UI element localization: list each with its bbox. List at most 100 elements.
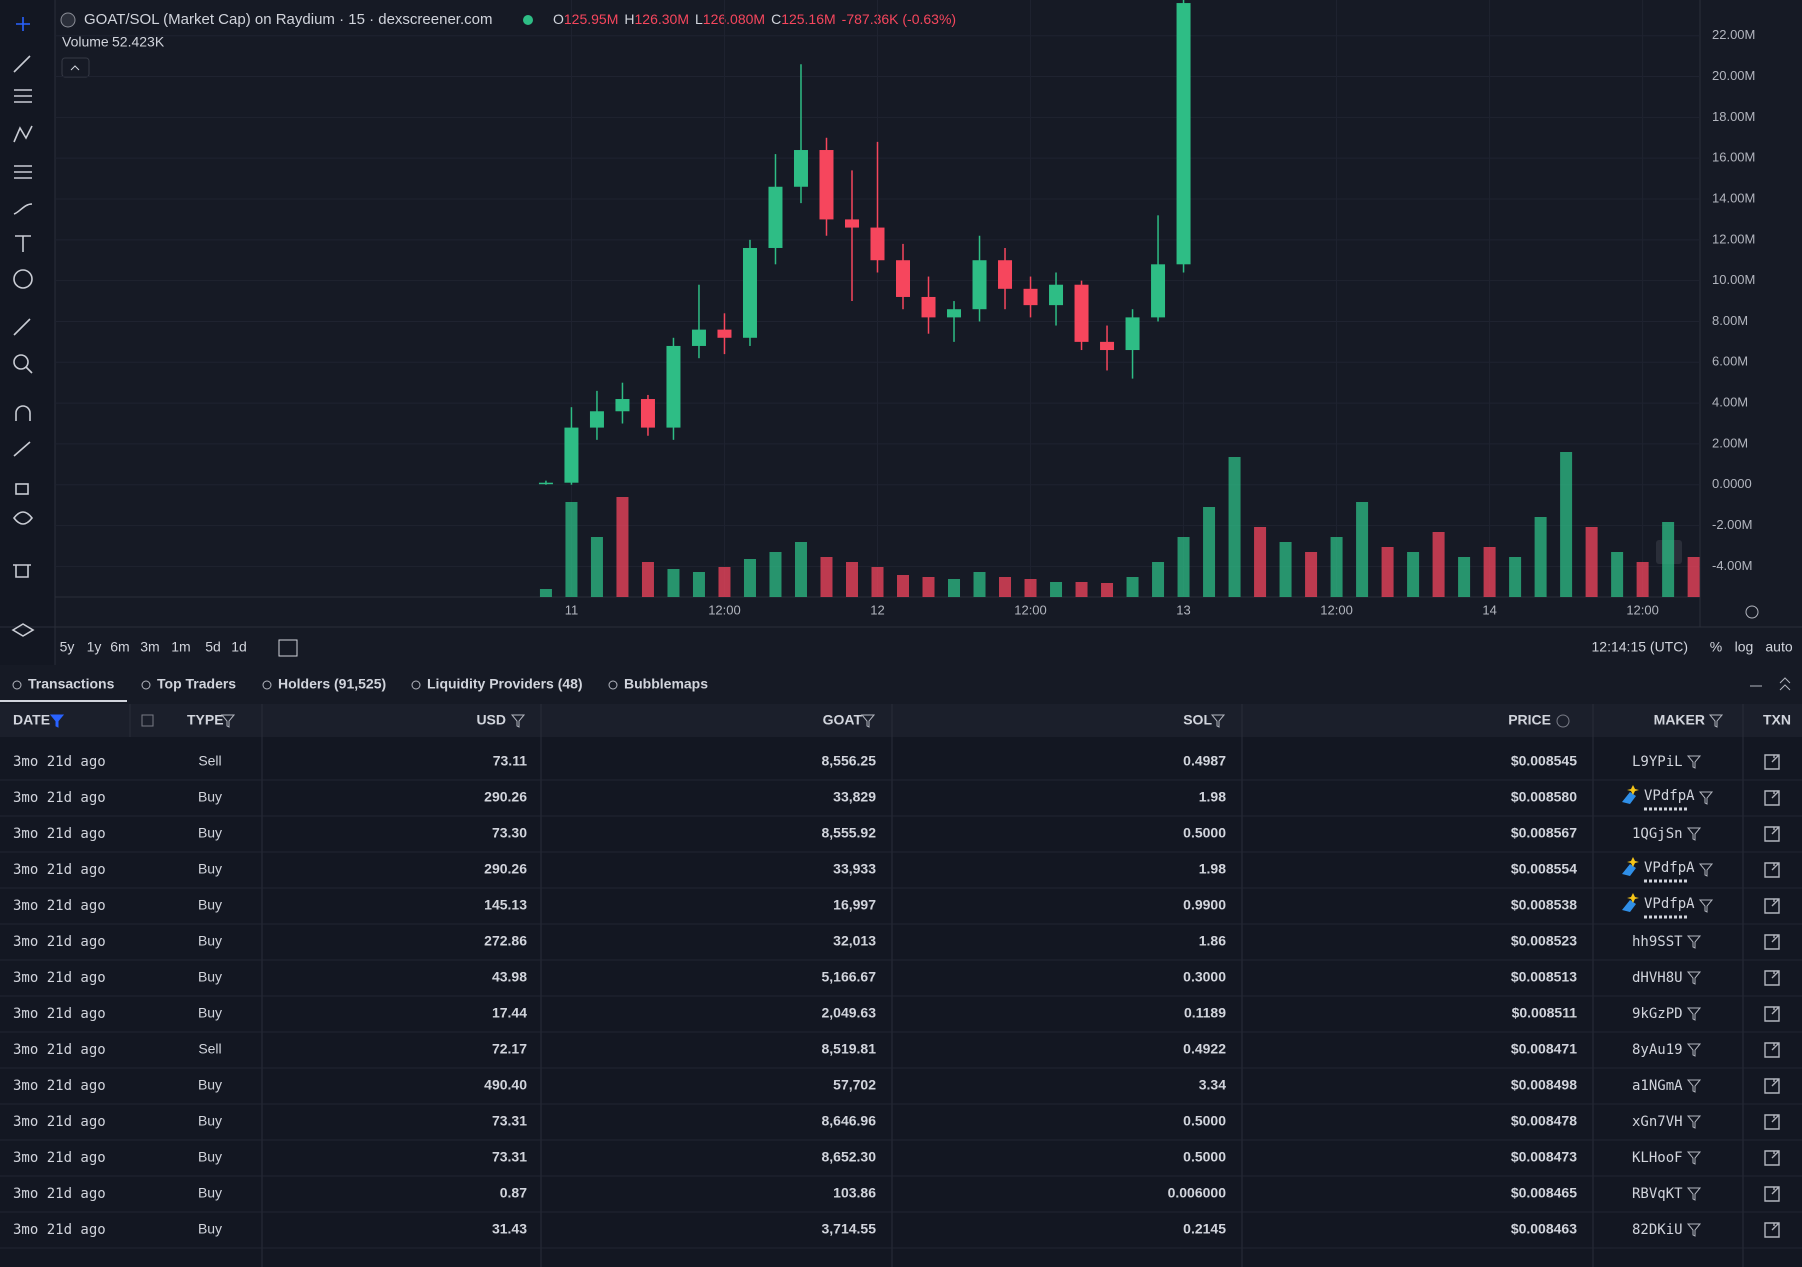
maker-badge bbox=[1622, 864, 1636, 876]
range-button[interactable]: 3m bbox=[140, 639, 159, 655]
filter-icon[interactable] bbox=[1686, 1007, 1702, 1021]
filter-icon[interactable] bbox=[1686, 1151, 1702, 1165]
filter-icon[interactable] bbox=[860, 714, 876, 728]
candle-body bbox=[742, 247, 757, 338]
cell-type: Sell bbox=[198, 1041, 221, 1057]
filter-icon[interactable] bbox=[1686, 755, 1702, 769]
range-button[interactable]: 1d bbox=[231, 639, 247, 655]
cell-sol: 3.34 bbox=[1199, 1077, 1226, 1093]
cell-maker[interactable]: 8yAu19 bbox=[1632, 1042, 1683, 1058]
cell-maker[interactable]: VPdfpA bbox=[1644, 860, 1695, 876]
cell-sol: 1.98 bbox=[1199, 789, 1226, 805]
filter-icon[interactable] bbox=[220, 714, 236, 728]
filter-icon[interactable] bbox=[1210, 714, 1226, 728]
filter-icon[interactable] bbox=[1698, 899, 1714, 913]
txn-link[interactable] bbox=[1764, 1042, 1780, 1058]
column-header[interactable]: TYPE bbox=[187, 712, 224, 728]
range-button[interactable]: 5d bbox=[205, 639, 221, 655]
txn-link[interactable] bbox=[1764, 1006, 1780, 1022]
txn-link[interactable] bbox=[1764, 754, 1780, 770]
cell-goat: 8,652.30 bbox=[822, 1149, 877, 1165]
cell-goat: 5,166.67 bbox=[822, 969, 877, 985]
calendar-icon[interactable] bbox=[141, 714, 154, 727]
range-button[interactable]: 1y bbox=[87, 639, 102, 655]
cell-maker[interactable]: dHVH8U bbox=[1632, 970, 1683, 986]
cell-maker[interactable]: KLHooF bbox=[1632, 1150, 1683, 1166]
tab[interactable]: Holders (91,525) bbox=[278, 676, 386, 692]
scale-option[interactable]: log bbox=[1735, 639, 1754, 655]
column-header[interactable]: MAKER bbox=[1654, 712, 1705, 728]
cell-price: $0.008465 bbox=[1511, 1185, 1577, 1201]
filter-icon[interactable] bbox=[1686, 1115, 1702, 1129]
cell-maker[interactable]: 1QGjSn bbox=[1632, 826, 1683, 842]
txn-link[interactable] bbox=[1764, 934, 1780, 950]
column-header[interactable]: PRICE bbox=[1508, 712, 1551, 728]
tab[interactable]: Top Traders bbox=[157, 676, 236, 692]
filter-icon[interactable] bbox=[1686, 1223, 1702, 1237]
scale-option[interactable]: auto bbox=[1765, 639, 1792, 655]
volume-bar bbox=[1509, 557, 1522, 597]
range-button[interactable]: 6m bbox=[110, 639, 129, 655]
cell-sol: 0.5000 bbox=[1183, 1113, 1226, 1129]
column-header[interactable]: USD bbox=[476, 712, 506, 728]
tab[interactable]: Bubblemaps bbox=[624, 676, 708, 692]
maker-badge-star bbox=[1627, 785, 1639, 795]
tab[interactable]: Liquidity Providers (48) bbox=[427, 676, 583, 692]
filter-icon[interactable] bbox=[1698, 863, 1714, 877]
filter-icon[interactable] bbox=[1686, 827, 1702, 841]
txn-link[interactable] bbox=[1764, 1150, 1780, 1166]
filter-icon[interactable] bbox=[1686, 971, 1702, 985]
volume-bar bbox=[871, 567, 884, 597]
date-picker-icon[interactable] bbox=[278, 639, 298, 657]
filter-icon[interactable] bbox=[49, 714, 65, 728]
filter-icon[interactable] bbox=[1686, 1187, 1702, 1201]
panel-controls[interactable] bbox=[1750, 677, 1791, 691]
txn-link[interactable] bbox=[1764, 1186, 1780, 1202]
cell-maker[interactable]: VPdfpA bbox=[1644, 896, 1695, 912]
filter-icon[interactable] bbox=[1708, 714, 1724, 728]
range-button[interactable]: 1m bbox=[171, 639, 190, 655]
filter-icon[interactable] bbox=[1686, 1079, 1702, 1093]
y-tick-label: 14.00M bbox=[1712, 190, 1755, 205]
column-header[interactable]: GOAT bbox=[823, 712, 863, 728]
ohlc-value: 126.30M bbox=[635, 11, 689, 27]
filter-icon[interactable] bbox=[1686, 935, 1702, 949]
txn-link[interactable] bbox=[1764, 1114, 1780, 1130]
volume-bar bbox=[1126, 577, 1139, 597]
column-header[interactable]: SOL bbox=[1183, 712, 1212, 728]
txn-link[interactable] bbox=[1764, 826, 1780, 842]
txn-link[interactable] bbox=[1764, 898, 1780, 914]
candle-body bbox=[538, 482, 553, 485]
cell-maker[interactable]: 9kGzPD bbox=[1632, 1006, 1683, 1022]
cell-type: Buy bbox=[198, 969, 222, 985]
range-button[interactable]: 5y bbox=[60, 639, 75, 655]
cell-maker[interactable]: VPdfpA bbox=[1644, 788, 1695, 804]
cell-maker[interactable]: 82DKiU bbox=[1632, 1222, 1683, 1238]
filter-icon[interactable] bbox=[1686, 1043, 1702, 1057]
txn-link[interactable] bbox=[1764, 790, 1780, 806]
volume-bar bbox=[1585, 527, 1598, 597]
column-header[interactable]: TXN bbox=[1763, 712, 1791, 728]
cell-maker[interactable]: xGn7VH bbox=[1632, 1114, 1683, 1130]
y-tick-label: 8.00M bbox=[1712, 313, 1748, 328]
cell-maker[interactable]: L9YPiL bbox=[1632, 754, 1683, 770]
txn-link[interactable] bbox=[1764, 1222, 1780, 1238]
cell-type: Buy bbox=[198, 1077, 222, 1093]
settings-icon[interactable] bbox=[1745, 605, 1759, 619]
cell-maker[interactable]: a1NGmA bbox=[1632, 1078, 1683, 1094]
cell-date: 3mo 21d ago bbox=[13, 790, 106, 806]
filter-icon[interactable] bbox=[510, 714, 526, 728]
txn-link[interactable] bbox=[1764, 970, 1780, 986]
txn-link[interactable] bbox=[1764, 1078, 1780, 1094]
tool-icons[interactable] bbox=[11, 17, 35, 637]
tab[interactable]: Transactions bbox=[28, 676, 115, 692]
column-header[interactable]: DATE bbox=[13, 712, 50, 728]
cell-maker[interactable]: RBVqKT bbox=[1632, 1186, 1683, 1202]
txn-link[interactable] bbox=[1764, 862, 1780, 878]
scale-option[interactable]: % bbox=[1710, 639, 1722, 655]
cell-maker[interactable]: hh9SST bbox=[1632, 934, 1683, 950]
filter-icon[interactable] bbox=[1698, 791, 1714, 805]
y-tick-label: 6.00M bbox=[1712, 354, 1748, 369]
x-tick-label: 14 bbox=[1482, 602, 1496, 617]
cell-date: 3mo 21d ago bbox=[13, 1042, 106, 1058]
